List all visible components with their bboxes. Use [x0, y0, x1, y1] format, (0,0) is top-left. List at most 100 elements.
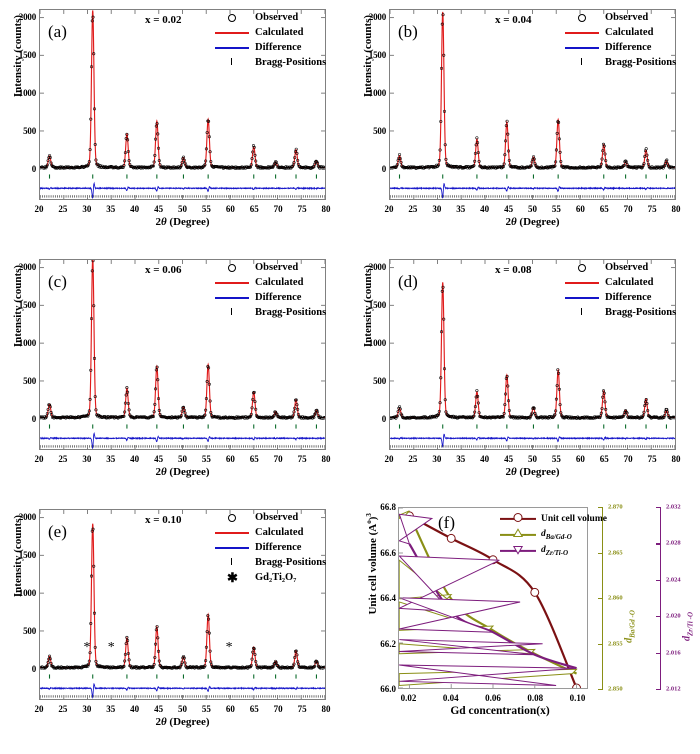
panel-f-right-tick-mark [656, 689, 661, 691]
x-tick-label: 20 [34, 704, 44, 714]
axis-tick-marks [40, 10, 325, 199]
x-tick-label: 30 [82, 704, 92, 714]
x-tick-label: 55 [551, 204, 561, 214]
red-line-icon [215, 26, 249, 40]
x-tick-label: 40 [480, 204, 490, 214]
observed-markers [40, 260, 325, 420]
difference-curve [40, 181, 325, 199]
x-tick-label: 70 [273, 454, 283, 464]
panel-f-right1-axis-label: dBa/Gd -O [623, 610, 637, 643]
panel-a-y-ticks: 0 500 1000 1500 2000 [0, 9, 36, 200]
y-tick-label: 1500 [368, 49, 386, 60]
panel-e-x-ticks: 20 25 30 35 40 45 50 55 60 65 70 75 80 [35, 703, 331, 717]
x-tick-label: 80 [321, 704, 331, 714]
x-tick-label: 50 [178, 204, 187, 214]
panel-f-legend-item: dZr/Ti-O [500, 543, 607, 559]
panel-c-y-ticks: 0 500 1000 1500 2000 [0, 259, 36, 450]
panel-f-right-tick-mark [598, 689, 603, 691]
red-line-icon [215, 526, 249, 540]
x-tick-label: 60 [575, 204, 585, 214]
baseline-dot-row [40, 195, 325, 198]
x-tick-label: 80 [671, 204, 681, 214]
blue-line-icon [215, 291, 249, 305]
panel-b-y-axis-label: Intensity (counts) [362, 14, 374, 98]
panel-f-letter: (f) [438, 513, 455, 532]
red-line-icon [565, 26, 599, 40]
legend-item: Bragg-Positions [215, 305, 326, 320]
y-tick-label: 1000 [18, 338, 36, 349]
panel-f-right-y-tick-label: 2.024 [666, 576, 681, 584]
y-tick-label: 2000 [368, 261, 386, 272]
panel-b-legend: Observed Calculated Difference Bragg-Positi… [565, 10, 676, 70]
panel-f-legend-item: dBa/Gd-O [500, 527, 607, 543]
difference-curve [390, 433, 675, 448]
y-tick-label: 500 [373, 376, 386, 387]
panel-c-curves [40, 260, 325, 449]
x-tick-label: 20 [34, 454, 44, 464]
panel-d-y-ticks: 0 500 1000 1500 2000 [350, 259, 386, 450]
x-tick-label: 50 [178, 704, 187, 714]
panel-d-y-axis-label: Intensity (counts) [362, 264, 374, 348]
legend-item-label: Difference [255, 292, 302, 303]
legend-item-label: Difference [255, 542, 302, 553]
x-tick-label: 20 [384, 204, 394, 214]
star-marker-icon: ✱ [227, 569, 238, 585]
x-tick-label: 75 [297, 454, 307, 464]
x-tick-label: 75 [297, 204, 307, 214]
x-tick-label: 35 [106, 704, 116, 714]
legend-item-label: Observed [255, 12, 299, 23]
panel-e-composition-label: x = 0.10 [145, 514, 182, 526]
panel-a-curves [40, 10, 325, 199]
panel-f-legend-item-label: dZr/Ti-O [541, 545, 569, 557]
panel-f-right-axis-2 [660, 507, 662, 689]
panel-f-tick-marks [399, 508, 578, 688]
legend-item-label: Gd₂Ti₂O₇ [255, 572, 297, 583]
impurity-asterisk: * [84, 640, 91, 655]
legend-item: Difference [215, 40, 326, 55]
legend-item-label: Observed [255, 262, 299, 273]
calculated-curve [390, 282, 675, 419]
panel-c: 0 500 1000 1500 2000 20 25 30 35 40 45 50 55 60 65 70 7… [0, 250, 350, 500]
x-tick-label: 55 [551, 454, 561, 464]
legend-item: Difference [215, 540, 326, 555]
panel-c-x-axis-label: 2θ (Degree) [155, 466, 210, 478]
axis-tick-marks [390, 260, 675, 449]
panel-f-right-tick-mark [656, 543, 661, 545]
panel-f-right-y-tick-label: 2.870 [608, 503, 623, 511]
panel-f-right-tick-mark [656, 579, 661, 581]
x-tick-label: 30 [432, 204, 442, 214]
x-tick-label: 45 [154, 204, 164, 214]
x-tick-label: 20 [384, 454, 394, 464]
bragg-tick-icon [565, 306, 599, 320]
panel-d-x-ticks: 20 25 30 35 40 45 50 55 60 65 70 75 80 [385, 453, 681, 467]
x-tick-label: 75 [647, 204, 657, 214]
x-tick-label: 25 [408, 204, 418, 214]
data-point-marker [399, 555, 500, 613]
panel-e-plot-area: * * * [39, 509, 326, 700]
y-tick-label: 0 [31, 664, 37, 675]
data-point-marker [399, 639, 543, 656]
panel-d-x-axis-label: 2θ (Degree) [505, 466, 560, 478]
panel-e-y-axis-label: Intensity (counts) [12, 514, 24, 598]
y-tick-label: 0 [381, 414, 387, 425]
x-tick-label: 30 [432, 454, 442, 464]
panel-f-right-y-tick-label: 2.016 [666, 649, 681, 657]
legend-item: Calculated [565, 25, 676, 40]
observed-markers [390, 285, 675, 420]
legend-item-label: Calculated [605, 277, 654, 288]
legend-item: Bragg-Positions [565, 305, 676, 320]
panel-f-right-y-tick-label: 2.860 [608, 594, 623, 602]
open-up-triangle-marker-icon [500, 528, 536, 542]
x-tick-label: 70 [623, 454, 633, 464]
panel-a-composition-label: x = 0.02 [145, 14, 182, 26]
x-tick-label: 30 [82, 454, 92, 464]
x-tick-label: 65 [249, 204, 259, 214]
observed-markers [40, 527, 325, 670]
panel-c-legend: Observed Calculated Difference Bragg-Positi… [215, 260, 326, 320]
legend-item-label: Calculated [255, 277, 304, 288]
panel-c-plot-area [39, 259, 326, 450]
x-tick-label: 65 [249, 704, 259, 714]
legend-item: Calculated [565, 275, 676, 290]
legend-item-label: Bragg-Positions [605, 57, 677, 68]
panel-f-left-y-tick-label: 66.4 [380, 593, 396, 603]
